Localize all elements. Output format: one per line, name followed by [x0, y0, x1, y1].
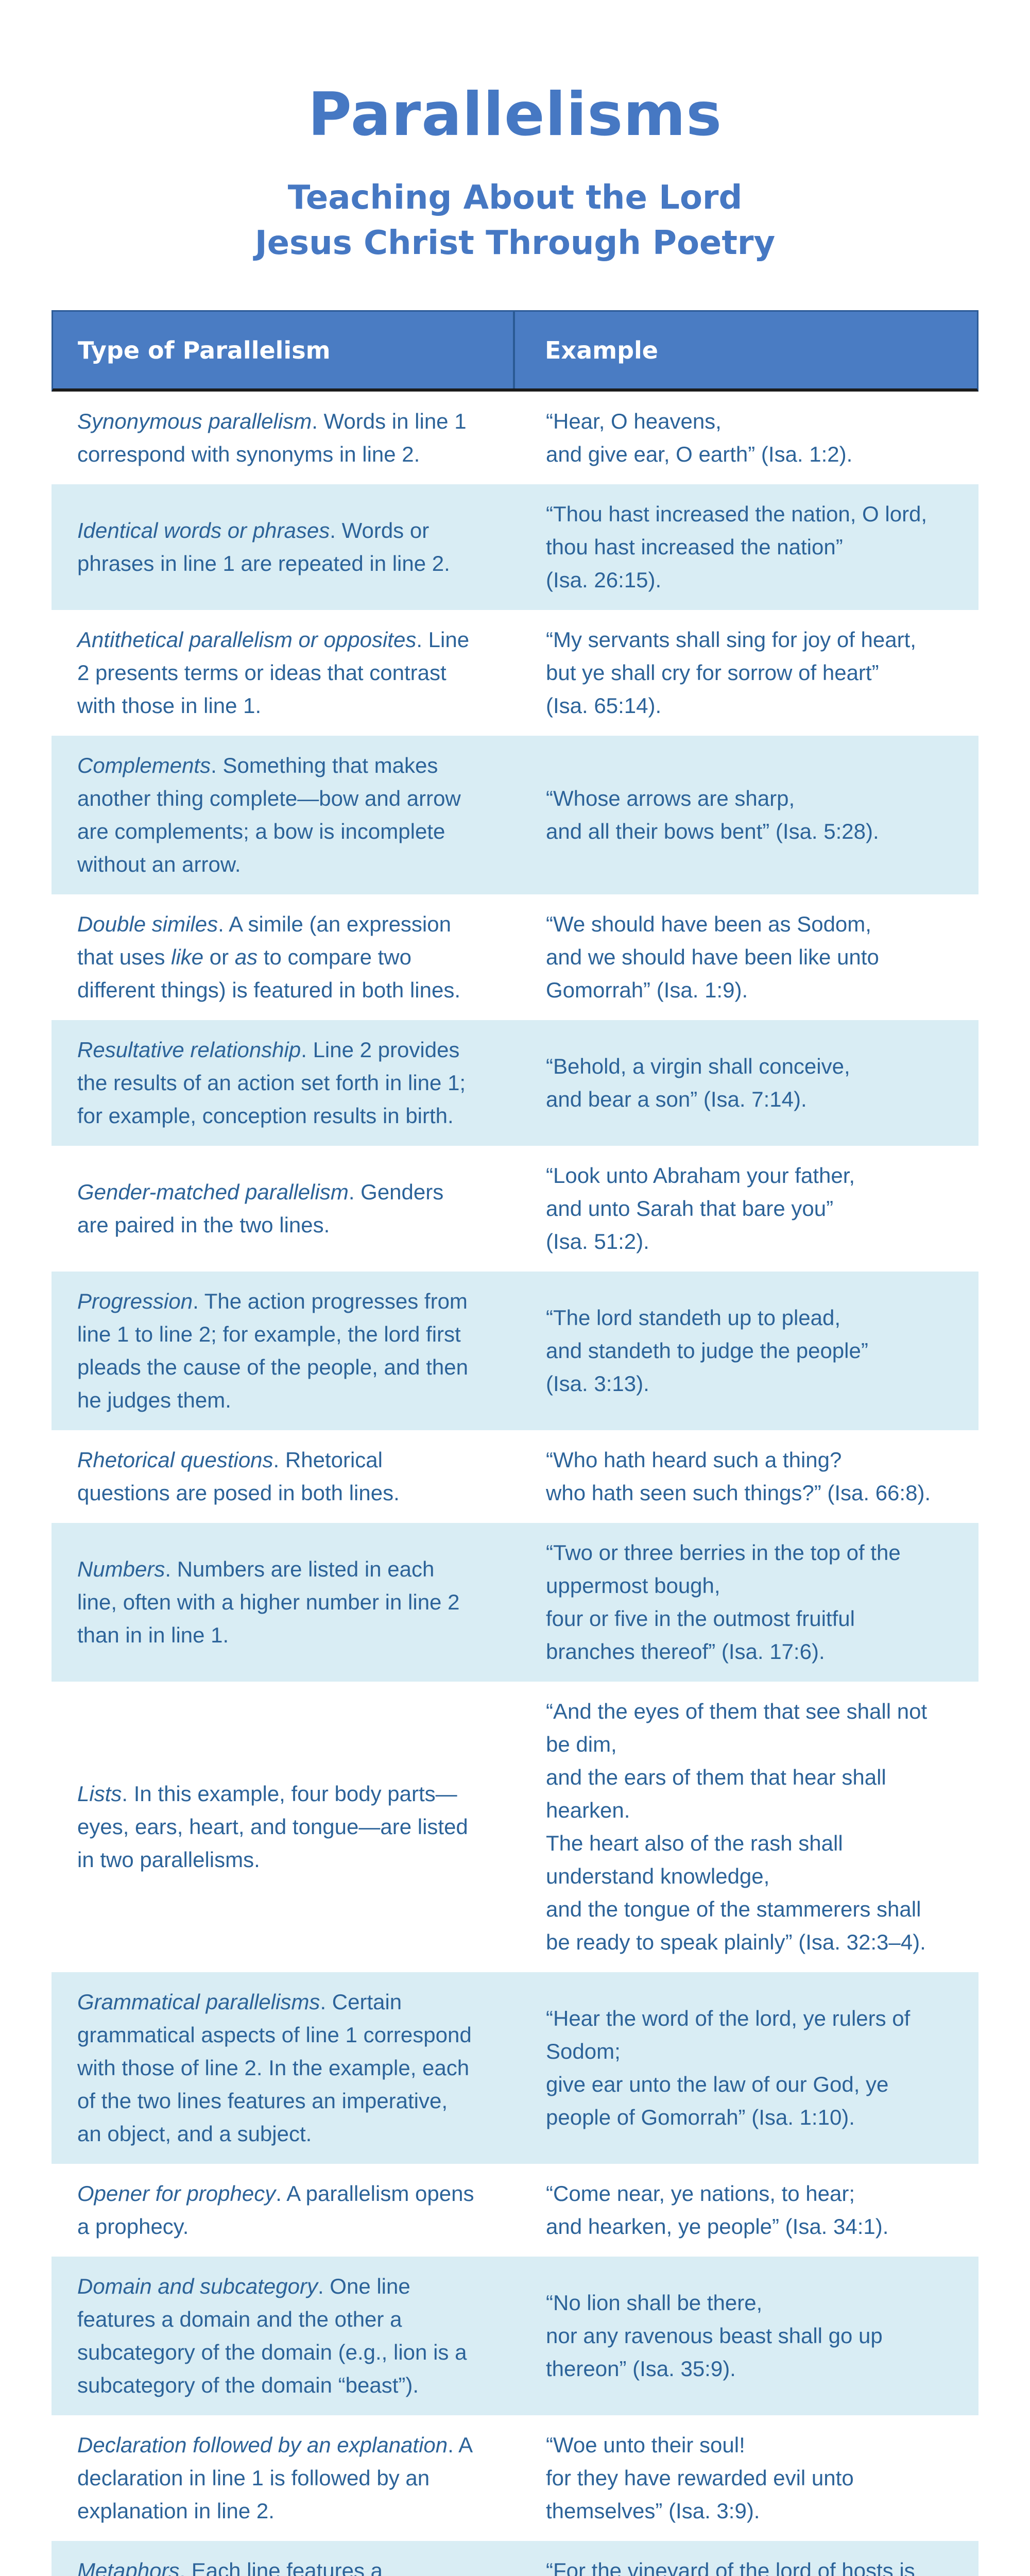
type-description: . Certain grammatical aspects of line 1 …: [77, 1990, 472, 2146]
example-cell: “Woe unto their soul! for they have rewa…: [546, 2433, 854, 2523]
type-term: Metaphors: [77, 2558, 180, 2576]
type-description: . A parallelism opens a prophecy.: [77, 2181, 474, 2239]
type-cell: Complements. Something that makes anothe…: [52, 749, 515, 881]
table-row: Gender-matched parallelism. Genders are …: [52, 1146, 978, 1272]
type-description: . Numbers are listed in each line, often…: [77, 1557, 460, 1647]
table-row: Identical words or phrases. Words or phr…: [52, 484, 978, 610]
type-term: Progression: [77, 1289, 193, 1313]
type-description: . Something that makes another thing com…: [77, 753, 461, 876]
table-row: Complements. Something that makes anothe…: [52, 736, 978, 894]
table-body: Synonymous parallelism. Words in line 1 …: [52, 392, 978, 2576]
type-term: Identical words or phrases: [77, 518, 330, 543]
type-term: Lists: [77, 1782, 122, 1806]
table-row: Numbers. Numbers are listed in each line…: [52, 1523, 978, 1682]
type-cell: Double similes. A simile (an expression …: [52, 908, 515, 1007]
table-row: Synonymous parallelism. Words in line 1 …: [52, 392, 978, 484]
type-term: Complements: [77, 753, 211, 777]
table-row: Opener for prophecy. A parallelism opens…: [52, 2164, 978, 2257]
parallelism-table: Type of Parallelism Example Synonymous p…: [52, 310, 978, 2576]
example-cell: “The lord standeth up to plead, and stan…: [546, 1306, 868, 1396]
type-term: Grammatical parallelisms: [77, 1990, 320, 2014]
type-term: as: [234, 945, 258, 969]
type-description: . Words in line 1 correspond with synony…: [77, 409, 467, 466]
type-cell: Rhetorical questions. Rhetorical questio…: [52, 1444, 515, 1510]
type-cell: Declaration followed by an explanation. …: [52, 2429, 515, 2528]
type-description: or: [203, 945, 235, 969]
table-row: Domain and subcategory. One line feature…: [52, 2257, 978, 2415]
table-row: Resultative relationship. Line 2 provide…: [52, 1020, 978, 1146]
table-row: Lists. In this example, four body parts—…: [52, 1682, 978, 1972]
type-term: Synonymous parallelism: [77, 409, 312, 433]
example-cell: “For the vineyard of the lord of hosts i…: [546, 2558, 915, 2576]
table-row: Grammatical parallelisms. Certain gramma…: [52, 1972, 978, 2164]
example-cell: “Come near, ye nations, to hear; and hea…: [546, 2181, 889, 2239]
type-term: Gender-matched parallelism: [77, 1180, 349, 1204]
table-row: Declaration followed by an explanation. …: [52, 2415, 978, 2541]
type-description: . Rhetorical questions are posed in both…: [77, 1448, 400, 1505]
type-term: Double similes: [77, 912, 218, 936]
table-row: Antithetical parallelism or opposites. L…: [52, 610, 978, 736]
column-header-type: Type of Parallelism: [53, 312, 515, 388]
example-cell: “And the eyes of them that see shall not…: [546, 1699, 928, 1954]
example-cell: “Look unto Abraham your father, and unto…: [546, 1163, 855, 1253]
type-description: . Genders are paired in the two lines.: [77, 1180, 444, 1237]
page-title: Parallelisms: [307, 80, 723, 149]
type-description: . Line 2 presents terms or ideas that co…: [77, 628, 470, 718]
type-cell: Metaphors. Each line features a metaphor…: [52, 2554, 515, 2576]
example-cell: “Behold, a virgin shall conceive, and be…: [546, 1054, 850, 1111]
subtitle-line-1: Teaching About the Lord: [287, 179, 743, 217]
type-term: Resultative relationship: [77, 1038, 301, 1062]
type-term: Opener for prophecy: [77, 2181, 276, 2206]
example-cell: “Whose arrows are sharp, and all their b…: [546, 786, 879, 843]
type-description: . The action progresses from line 1 to l…: [77, 1289, 468, 1412]
example-cell: “Hear the word of the lord, ye rulers of…: [546, 2006, 911, 2129]
type-term: Declaration followed by an explanation: [77, 2433, 448, 2457]
type-term: Antithetical parallelism or opposites: [77, 628, 417, 652]
type-cell: Lists. In this example, four body parts—…: [52, 1777, 515, 1876]
subtitle-line-2: Jesus Christ Through Poetry: [254, 224, 776, 262]
type-cell: Antithetical parallelism or opposites. L…: [52, 623, 515, 722]
type-cell: Resultative relationship. Line 2 provide…: [52, 1033, 515, 1132]
table-header-row: Type of Parallelism Example: [52, 310, 978, 392]
table-row: Progression. The action progresses from …: [52, 1272, 978, 1430]
example-cell: “Who hath heard such a thing? who hath s…: [546, 1448, 931, 1505]
type-description: to compare two different things) is feat…: [77, 945, 461, 1002]
page-subtitle: Teaching About the Lord Jesus Christ Thr…: [0, 175, 1030, 266]
example-cell: “We should have been as Sodom, and we sh…: [546, 912, 879, 1002]
type-term: like: [171, 945, 204, 969]
type-cell: Gender-matched parallelism. Genders are …: [52, 1176, 515, 1242]
type-description: . Line 2 provides the results of an acti…: [77, 1038, 466, 1128]
type-description: . One line features a domain and the oth…: [77, 2274, 467, 2397]
type-term: Rhetorical questions: [77, 1448, 273, 1472]
type-description: . A simile (an expression that uses: [77, 912, 451, 969]
type-cell: Opener for prophecy. A parallelism opens…: [52, 2177, 515, 2243]
type-term: Domain and subcategory: [77, 2274, 318, 2298]
example-cell: “Thou hast increased the nation, O lord,…: [546, 502, 928, 592]
table-row: Metaphors. Each line features a metaphor…: [52, 2541, 978, 2576]
type-cell: Progression. The action progresses from …: [52, 1285, 515, 1417]
type-description: . In this example, four body parts—eyes,…: [77, 1782, 468, 1872]
table-row: Rhetorical questions. Rhetorical questio…: [52, 1430, 978, 1523]
table-row: Double similes. A simile (an expression …: [52, 894, 978, 1020]
type-description: . A declaration in line 1 is followed by…: [77, 2433, 472, 2523]
type-term: Numbers: [77, 1557, 165, 1581]
type-cell: Grammatical parallelisms. Certain gramma…: [52, 1986, 515, 2150]
type-description: . Words or phrases in line 1 are repeate…: [77, 518, 450, 575]
type-cell: Synonymous parallelism. Words in line 1 …: [52, 405, 515, 471]
example-cell: “Two or three berries in the top of the …: [546, 1540, 901, 1664]
column-header-example: Example: [545, 336, 658, 364]
type-description: . Each line features a metaphor (a word …: [179, 2558, 383, 2576]
example-cell: “No lion shall be there, nor any ravenou…: [546, 2291, 883, 2381]
example-cell: “Hear, O heavens, and give ear, O earth”…: [546, 409, 853, 466]
example-cell: “My servants shall sing for joy of heart…: [546, 628, 916, 718]
type-cell: Numbers. Numbers are listed in each line…: [52, 1553, 515, 1652]
type-cell: Identical words or phrases. Words or phr…: [52, 514, 515, 580]
type-cell: Domain and subcategory. One line feature…: [52, 2270, 515, 2402]
